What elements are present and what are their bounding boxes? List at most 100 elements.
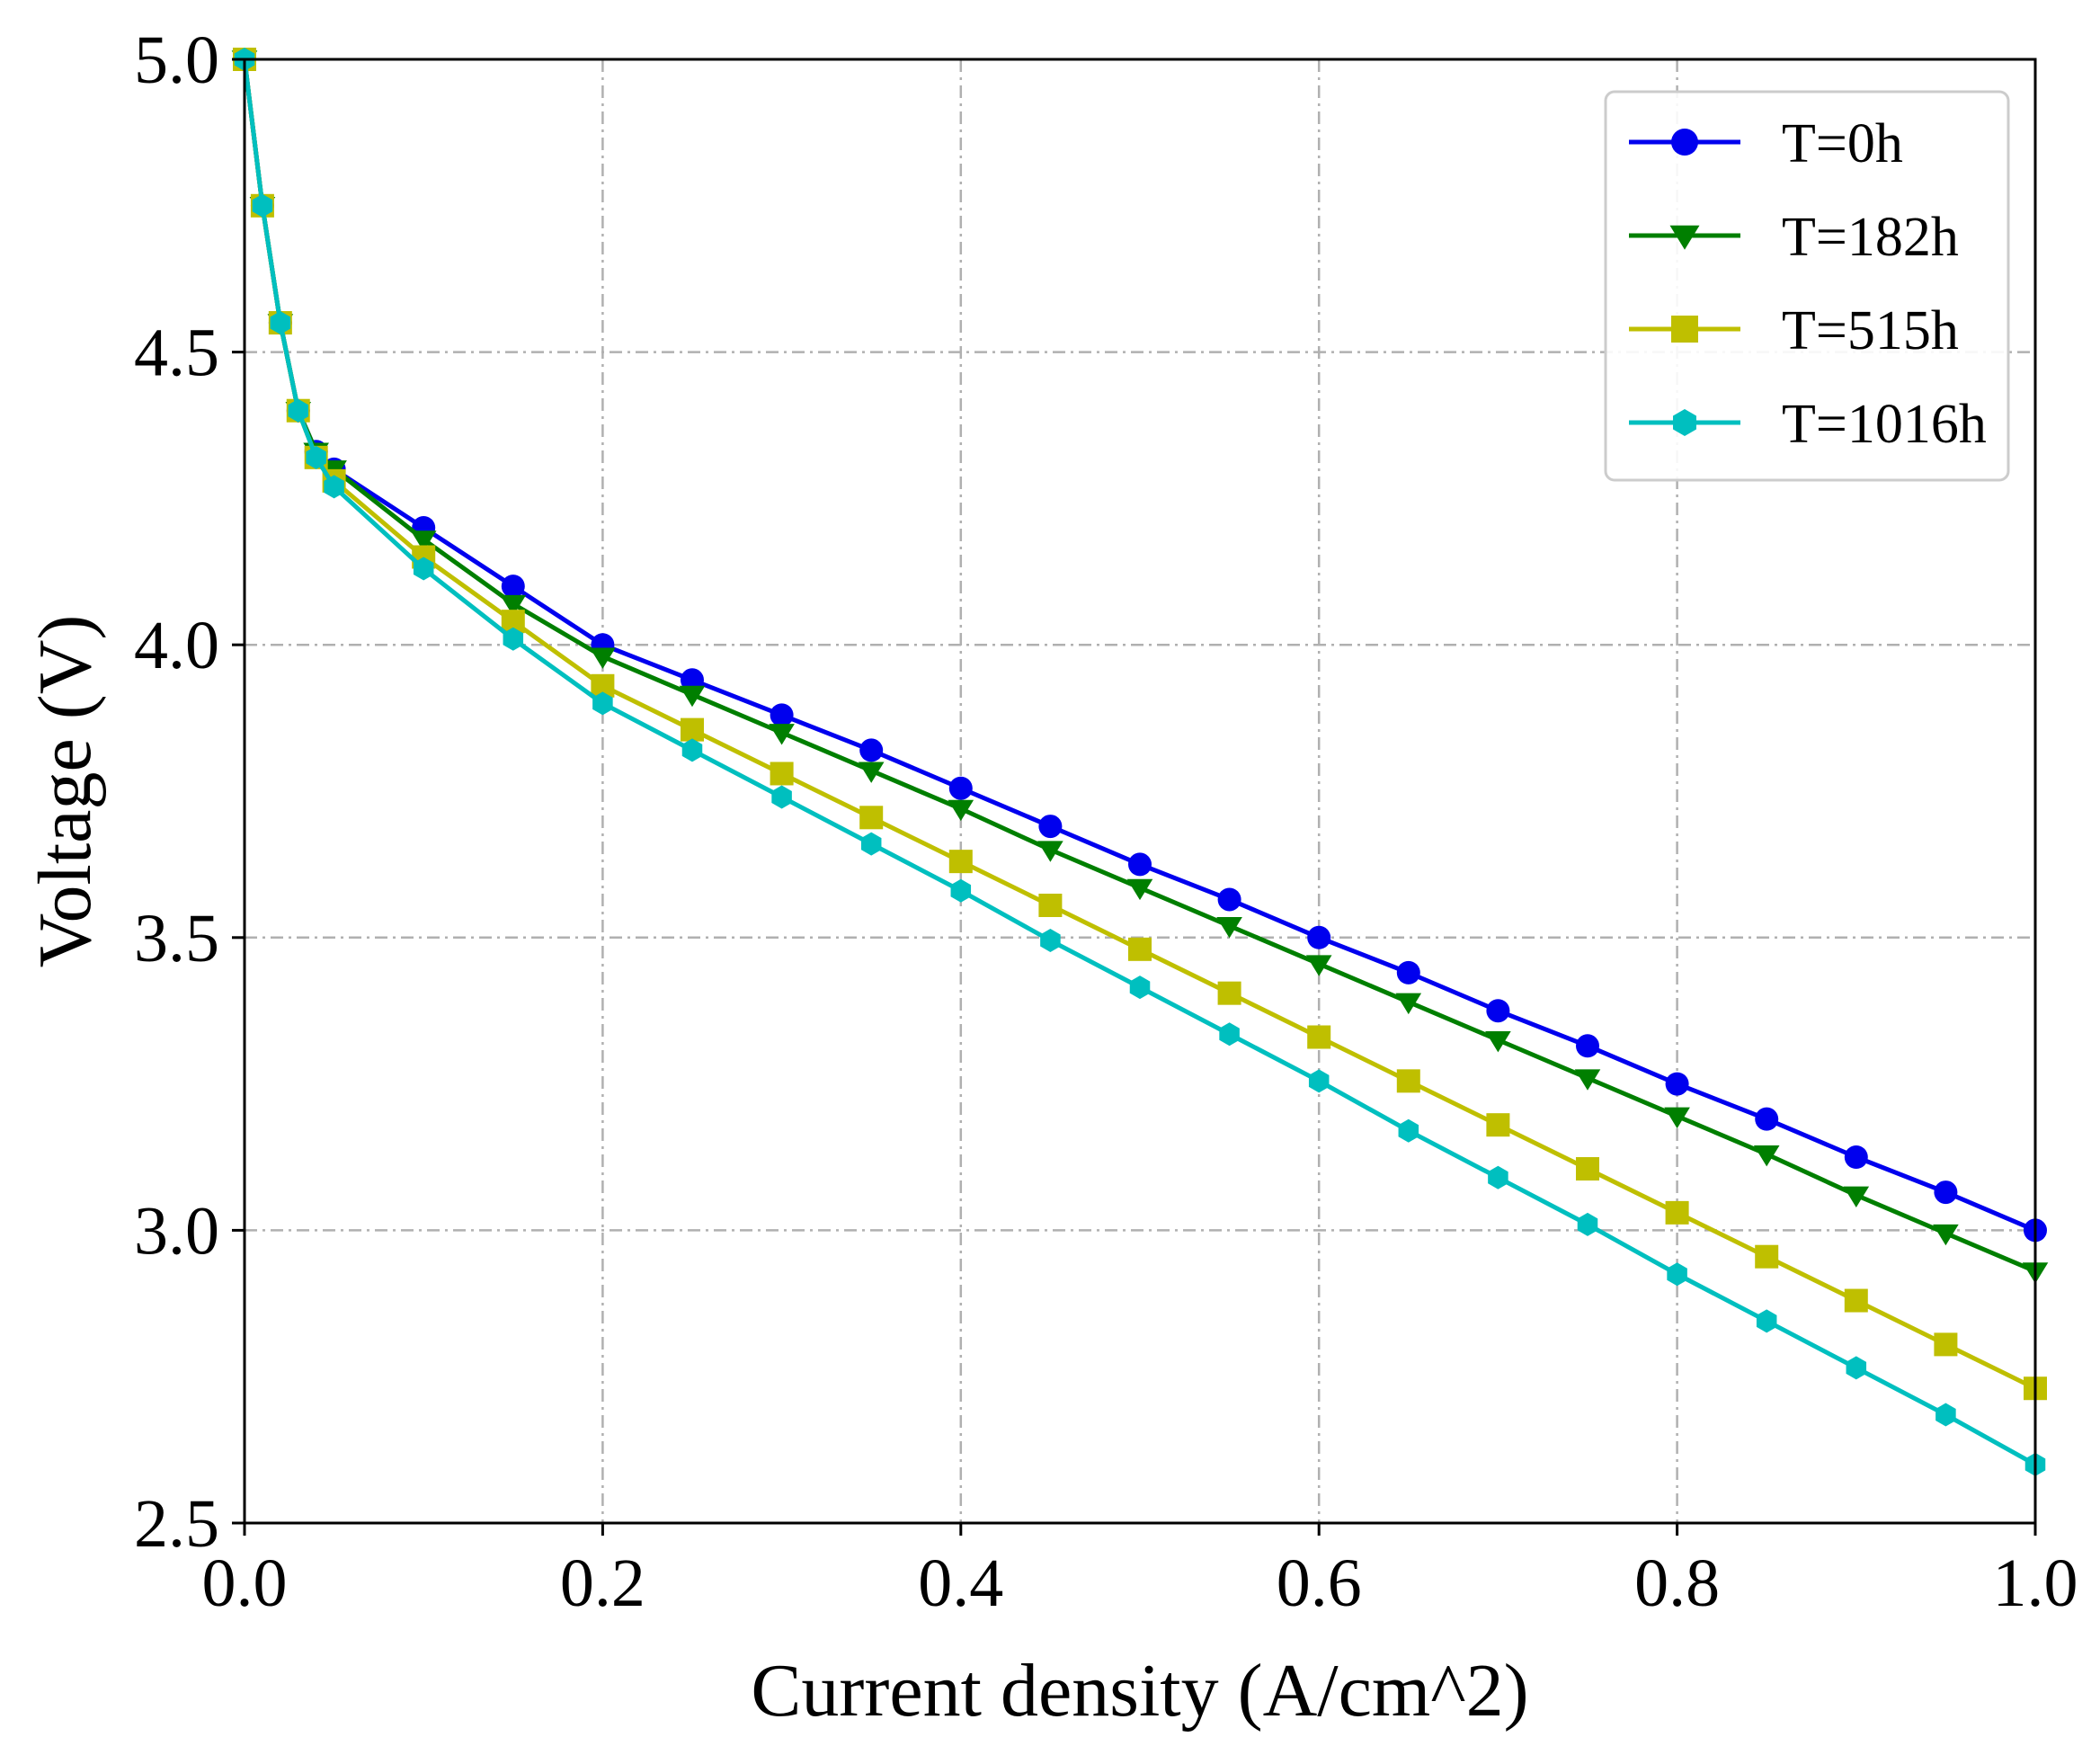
data-point — [1485, 1031, 1511, 1053]
data-point — [1308, 1069, 1330, 1093]
data-point — [948, 776, 973, 800]
data-point — [1128, 852, 1152, 877]
data-point — [1395, 993, 1422, 1015]
legend-label: T=182h — [1782, 207, 1959, 268]
x-tick-label: 0.0 — [202, 1546, 288, 1621]
legend-marker — [1671, 129, 1698, 156]
x-axis-title: Current density (A/cm^2) — [751, 1649, 1528, 1733]
data-point — [1665, 1072, 1689, 1096]
data-point — [1667, 1262, 1687, 1287]
legend-item: T=515h — [1629, 300, 1959, 361]
data-point — [679, 685, 706, 708]
x-tick-label: 0.6 — [1277, 1546, 1362, 1621]
data-point — [1574, 1069, 1601, 1091]
legend-label: T=0h — [1782, 113, 1903, 174]
data-point — [1577, 1212, 1598, 1236]
data-point — [590, 647, 616, 669]
x-tick-label: 0.8 — [1634, 1546, 1720, 1621]
data-point — [1753, 1145, 1780, 1167]
data-point — [1129, 975, 1151, 1000]
legend-box — [1604, 90, 2010, 482]
data-point — [1756, 1309, 1777, 1333]
data-point — [1398, 1118, 1419, 1143]
series-layer — [231, 48, 2049, 1476]
legend-label: T=1016h — [1782, 394, 1987, 455]
data-point — [1755, 1107, 1779, 1131]
data-point — [858, 762, 885, 783]
data-point — [1038, 893, 1063, 917]
plot-frame — [243, 58, 2037, 1525]
data-point — [1038, 815, 1063, 839]
data-point — [1040, 929, 1061, 953]
series-T=1016h — [234, 48, 2046, 1476]
data-point — [1217, 887, 1241, 912]
legend-marker — [1671, 316, 1698, 343]
y-tick-label: 3.0 — [134, 1193, 219, 1269]
data-point — [1305, 955, 1332, 976]
data-point — [1846, 1356, 1867, 1380]
data-point — [770, 703, 794, 727]
data-point — [681, 717, 704, 742]
data-point — [1934, 1180, 1958, 1205]
data-point — [1488, 1165, 1508, 1189]
data-point — [1486, 999, 1510, 1023]
data-point — [948, 850, 973, 874]
data-point — [288, 398, 309, 423]
data-point — [500, 594, 527, 617]
axis-ticks: 0.0 0.2 0.4 0.6 0.8 1.0 2.5 3.0 3.5 4.0 4.5 5.0 — [134, 22, 2078, 1621]
y-tick-label: 5.0 — [134, 22, 219, 98]
data-point — [1307, 1025, 1331, 1049]
x-tick-label: 0.4 — [918, 1546, 1003, 1621]
data-point — [1935, 1403, 1956, 1427]
data-point — [770, 762, 794, 786]
data-point — [1126, 878, 1153, 901]
data-point — [1755, 1244, 1779, 1269]
legend-item: T=0h — [1629, 113, 1903, 174]
data-point — [1665, 1200, 1689, 1225]
legend: T=0h T=182h T=515h T=1016h — [1604, 90, 2010, 482]
y-tick-label: 4.0 — [134, 608, 219, 683]
legend-label: T=515h — [1782, 300, 1959, 361]
y-tick-label: 2.5 — [134, 1486, 219, 1562]
data-point — [859, 738, 884, 762]
legend-marker — [1669, 225, 1700, 250]
data-point — [324, 475, 344, 499]
data-point — [503, 627, 524, 651]
legend-item: T=1016h — [1629, 394, 1987, 455]
data-point — [1396, 960, 1420, 984]
y-tick-label: 3.5 — [134, 901, 219, 976]
data-point — [1843, 1186, 1870, 1207]
data-point — [1128, 937, 1152, 961]
data-point — [771, 785, 792, 809]
data-point — [860, 832, 882, 856]
data-point — [410, 530, 437, 552]
data-point — [948, 799, 974, 822]
data-point — [1216, 917, 1242, 939]
data-point — [1934, 1332, 1958, 1357]
legend-marker — [1673, 409, 1696, 436]
x-tick-label: 1.0 — [1993, 1546, 2078, 1621]
data-point — [681, 668, 704, 692]
data-point — [859, 806, 884, 830]
data-point — [270, 311, 291, 335]
data-point — [306, 445, 326, 469]
data-point — [1307, 925, 1331, 949]
data-point — [1217, 981, 1241, 1005]
data-point — [1844, 1288, 1868, 1313]
data-point — [950, 878, 972, 903]
y-axis-title: Voltage (V) — [23, 615, 107, 968]
data-point — [1576, 1034, 1599, 1058]
data-point — [1037, 841, 1063, 862]
data-point — [1844, 1145, 1868, 1169]
data-point — [1396, 1069, 1420, 1093]
data-point — [1933, 1224, 1959, 1246]
data-point — [1486, 1113, 1510, 1137]
data-point — [681, 738, 703, 762]
legend-item: T=182h — [1629, 207, 1959, 268]
data-point — [252, 193, 273, 218]
data-point — [1219, 1022, 1240, 1047]
data-point — [501, 575, 525, 599]
data-point — [769, 724, 795, 745]
data-point — [1576, 1157, 1599, 1181]
